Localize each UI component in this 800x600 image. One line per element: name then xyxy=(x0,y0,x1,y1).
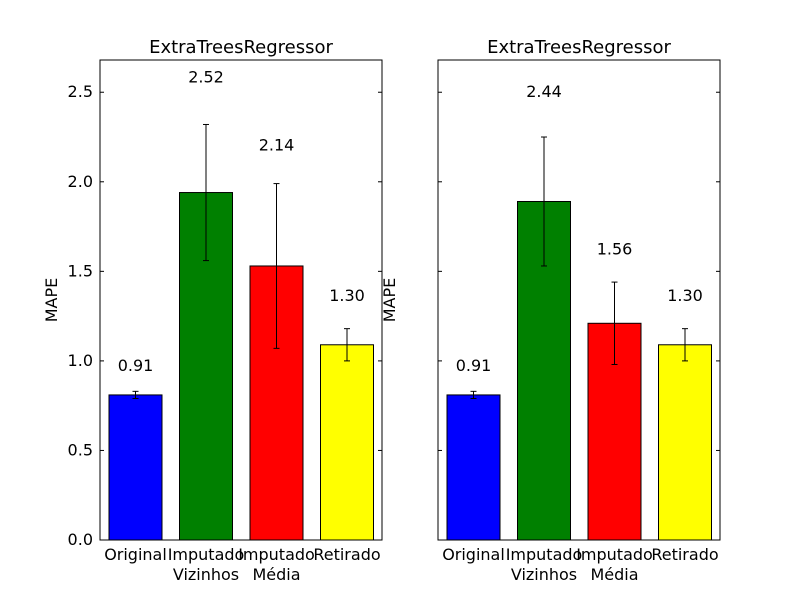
data-label: 1.30 xyxy=(667,286,703,305)
data-label: 1.56 xyxy=(597,240,633,259)
y-axis-label: MAPE xyxy=(380,278,399,323)
y-tick-label: 0.0 xyxy=(68,530,93,549)
x-tick-label: Retirado xyxy=(313,545,380,564)
x-tick-label: Original xyxy=(104,545,167,564)
chart-title: ExtraTreesRegressor xyxy=(149,37,333,58)
y-tick-label: 1.5 xyxy=(68,261,93,280)
x-tick-label: Imputado Média xyxy=(238,545,315,584)
data-label: 1.30 xyxy=(329,286,365,305)
y-axis-label: MAPE xyxy=(42,278,61,323)
data-label: 2.52 xyxy=(188,68,224,87)
bar xyxy=(320,344,374,541)
x-tick-label: Imputado Vizinhos xyxy=(506,545,583,584)
data-label: 2.14 xyxy=(259,136,295,155)
plot-frame xyxy=(437,59,721,541)
x-tick-label: Original xyxy=(442,545,505,564)
y-tick-label: 0.5 xyxy=(68,440,93,459)
y-tick-label: 2.0 xyxy=(68,172,93,191)
bar xyxy=(446,394,501,541)
chart-panel-1: ExtraTreesRegressor MAPE 0.91 Original 2.52 I… xyxy=(42,37,383,584)
x-tick-label: Imputado Vizinhos xyxy=(168,545,245,584)
bar xyxy=(108,394,163,541)
bar xyxy=(658,344,712,541)
chart-panel-2: ExtraTreesRegressor MAPE 0.91 Original 2.44 I… xyxy=(380,37,721,584)
data-label: 2.44 xyxy=(526,82,562,101)
x-tick-label: Retirado xyxy=(651,545,718,564)
plot-frame xyxy=(99,59,383,541)
data-label: 0.91 xyxy=(456,356,492,375)
chart-title: ExtraTreesRegressor xyxy=(487,37,671,58)
x-tick-label: Imputado Média xyxy=(576,545,653,584)
data-label: 0.91 xyxy=(118,356,154,375)
y-tick-label: 1.0 xyxy=(68,351,93,370)
y-tick-label: 2.5 xyxy=(68,82,93,101)
